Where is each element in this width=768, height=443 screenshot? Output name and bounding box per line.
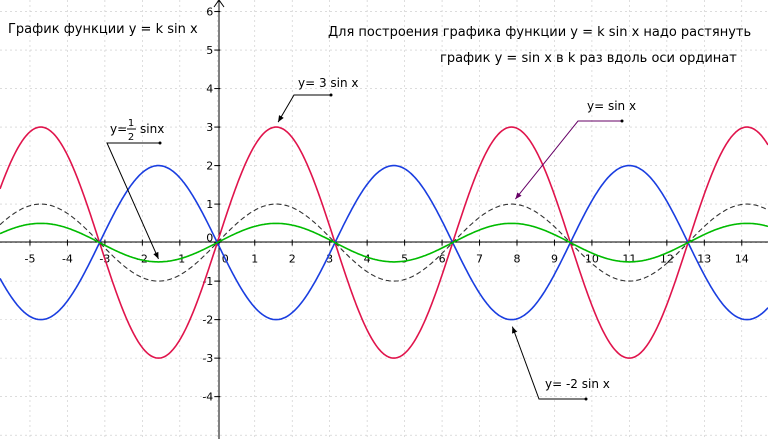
- x-tick-label: 1: [251, 253, 258, 266]
- y-tick-label: 2: [206, 160, 213, 173]
- x-tick-label: 12: [660, 253, 674, 266]
- x-tick-label: 2: [289, 253, 296, 266]
- annotation-half-numerator: 1: [128, 118, 134, 129]
- x-tick-label: 13: [697, 253, 711, 266]
- callouts: [106, 93, 624, 401]
- y-axis-arrow-icon: [213, 0, 225, 8]
- callout-3sinx: [277, 94, 331, 123]
- x-tick-label: 10: [585, 253, 599, 266]
- callout-half-sinx-start-point: [158, 141, 162, 145]
- y-tick-label: -1: [202, 275, 213, 288]
- annotation-neg2sinx: y= -2 sin x: [545, 377, 610, 391]
- page-title: График функции y = k sin x: [8, 22, 198, 37]
- x-tick-label: 9: [551, 253, 558, 266]
- annotation-half-prefix: y=: [110, 122, 127, 136]
- y-tick-label: -3: [202, 352, 213, 365]
- x-tick-label: 7: [476, 253, 483, 266]
- x-tick-label: 8: [513, 253, 520, 266]
- callout-neg2sinx-arrowhead-icon: [512, 326, 518, 334]
- y-tick-label: -4: [202, 391, 213, 404]
- callout-neg2sinx: [511, 326, 586, 400]
- y-tick-label: -2: [202, 314, 213, 327]
- tick-labels: -5 -4 -3 -2 -1 0 1 2 3 4 5 6 7 8 9 10 11 12 13 14-4-3-2-101…: [24, 6, 748, 404]
- callout-3sinx-start-point: [329, 93, 333, 97]
- y-tick-label: 5: [206, 44, 213, 57]
- y-tick-label: 0: [206, 232, 213, 245]
- annotation-half-sinx: y= 1 2 sinx: [110, 118, 164, 143]
- curve-series-2: [0, 203, 768, 282]
- x-tick-label: 5: [401, 253, 408, 266]
- y-tick-label: 6: [206, 6, 213, 19]
- callout-3sinx-arrowhead-icon: [278, 115, 284, 123]
- caption-line-2: график y = sin x в k раз вдоль оси ордин…: [440, 51, 737, 66]
- caption-line-1: Для построения графика функции y = k sin…: [328, 25, 751, 40]
- annotation-half-suffix: sinx: [140, 122, 164, 136]
- curve-series-0: [0, 126, 768, 359]
- x-tick-label: 6: [439, 253, 446, 266]
- annotation-3sinx: y= 3 sin x: [298, 76, 359, 90]
- annotation-half-denominator: 2: [128, 132, 134, 143]
- y-tick-label: 3: [206, 121, 213, 134]
- callout-neg2sinx-start-point: [584, 397, 588, 401]
- curve-series-3: [0, 222, 768, 263]
- callout-sinx-start-point: [620, 119, 624, 123]
- y-tick-label: 1: [206, 198, 213, 211]
- x-tick-label: 4: [364, 253, 371, 266]
- x-tick-label: -2: [137, 253, 148, 266]
- y-tick-label: 4: [206, 83, 213, 96]
- annotation-sinx: y= sin x: [587, 99, 636, 113]
- x-tick-label: 14: [735, 253, 749, 266]
- callout-sinx: [514, 120, 622, 200]
- callout-half-sinx: [106, 142, 160, 260]
- x-tick-label: -4: [62, 253, 73, 266]
- x-tick-label: 11: [622, 253, 636, 266]
- callout-sinx-arrowhead-icon: [515, 192, 522, 200]
- x-tick-label: 3: [326, 253, 333, 266]
- x-tick-label: -5: [24, 253, 35, 266]
- callout-half-sinx-arrowhead-icon: [153, 251, 159, 259]
